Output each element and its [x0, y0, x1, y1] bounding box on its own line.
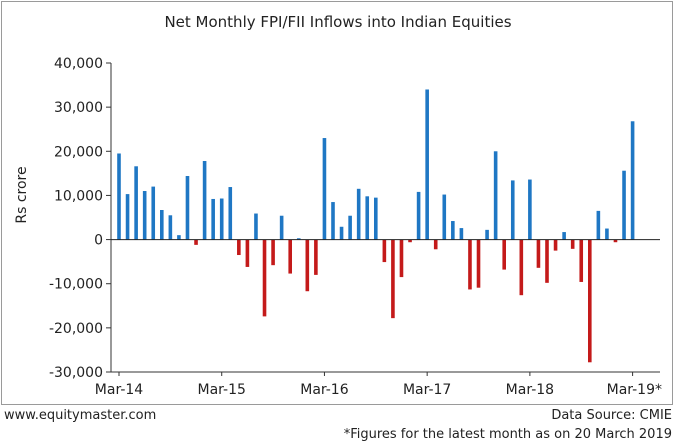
bar — [596, 210, 601, 240]
y-tick-label: -30,000 — [49, 365, 103, 381]
y-axis-ticks: 40,000 30,000 20,000 10,000 0 -10,000 -20,000 -… — [49, 56, 111, 381]
bar — [305, 239, 310, 292]
bar — [331, 202, 335, 240]
y-tick-label: -20,000 — [49, 321, 103, 337]
bar — [528, 179, 532, 240]
bar — [262, 239, 267, 317]
x-tick-label: Mar-16 — [300, 382, 348, 398]
bar — [425, 89, 429, 240]
bar — [476, 239, 481, 288]
bar — [536, 239, 541, 268]
bar — [588, 239, 592, 363]
bar — [459, 228, 464, 240]
bar — [562, 232, 566, 240]
bar — [374, 197, 378, 240]
chart-frame — [1, 1, 673, 405]
y-tick-label: 20,000 — [54, 144, 103, 160]
bar — [519, 239, 524, 296]
bar — [296, 238, 301, 240]
bar — [228, 187, 233, 240]
x-tick-label: Mar-18 — [506, 382, 554, 398]
bar — [202, 161, 207, 240]
bar — [399, 239, 404, 278]
bar — [382, 239, 387, 263]
chart-title: Net Monthly FPI/FII Inflows into Indian … — [164, 13, 512, 31]
bar — [142, 191, 147, 240]
bar — [177, 235, 181, 240]
bar — [125, 194, 130, 240]
bar — [485, 229, 489, 240]
x-tick-label: Mar-17 — [403, 382, 451, 398]
bar — [493, 151, 498, 240]
bar — [408, 239, 412, 243]
bar — [279, 215, 284, 240]
y-tick-label: 30,000 — [54, 100, 103, 116]
bar-series — [117, 89, 635, 363]
bar — [468, 239, 472, 290]
bar — [168, 215, 173, 240]
bar — [510, 180, 515, 240]
x-tick-label: Mar-14 — [95, 382, 143, 398]
bar — [117, 153, 121, 240]
bar — [271, 239, 275, 266]
bar — [151, 186, 156, 240]
footnote: *Figures for the latest month as on 20 M… — [343, 427, 672, 442]
bar — [339, 226, 344, 240]
bar — [622, 170, 626, 240]
bar — [254, 213, 258, 240]
bar — [160, 210, 164, 240]
bar — [451, 221, 455, 240]
bar — [219, 198, 224, 240]
bar — [365, 196, 370, 240]
x-tick-label: Mar-15 — [198, 382, 246, 398]
x-axis-ticks: Mar-14 Mar-15 Mar-16 Mar-17 Mar-18 Mar-19* — [95, 372, 662, 398]
bar — [134, 166, 138, 240]
y-tick-label: 0 — [94, 233, 103, 249]
bar — [237, 239, 241, 256]
bar — [348, 215, 352, 240]
bar — [442, 194, 447, 240]
bar — [288, 239, 292, 274]
bar — [416, 191, 421, 240]
bar — [194, 239, 198, 245]
bar — [185, 176, 190, 240]
bar — [502, 239, 506, 270]
bar — [433, 239, 438, 250]
bar — [211, 198, 215, 240]
website-credit: www.equitymaster.com — [4, 408, 157, 423]
y-tick-label: 40,000 — [54, 56, 103, 72]
bar — [630, 121, 635, 240]
bar — [553, 239, 558, 251]
bar — [570, 239, 575, 249]
bar — [579, 239, 584, 282]
bar — [605, 228, 609, 240]
bar — [356, 188, 361, 240]
bar — [245, 239, 250, 267]
bar — [322, 138, 327, 240]
data-source: Data Source: CMIE — [551, 408, 672, 423]
y-tick-label: 10,000 — [54, 188, 103, 204]
bar — [613, 239, 618, 243]
bar — [314, 239, 318, 275]
x-tick-label: Mar-19* — [607, 382, 662, 398]
bar — [391, 239, 395, 319]
bar — [545, 239, 549, 283]
y-tick-label: -10,000 — [49, 277, 103, 293]
